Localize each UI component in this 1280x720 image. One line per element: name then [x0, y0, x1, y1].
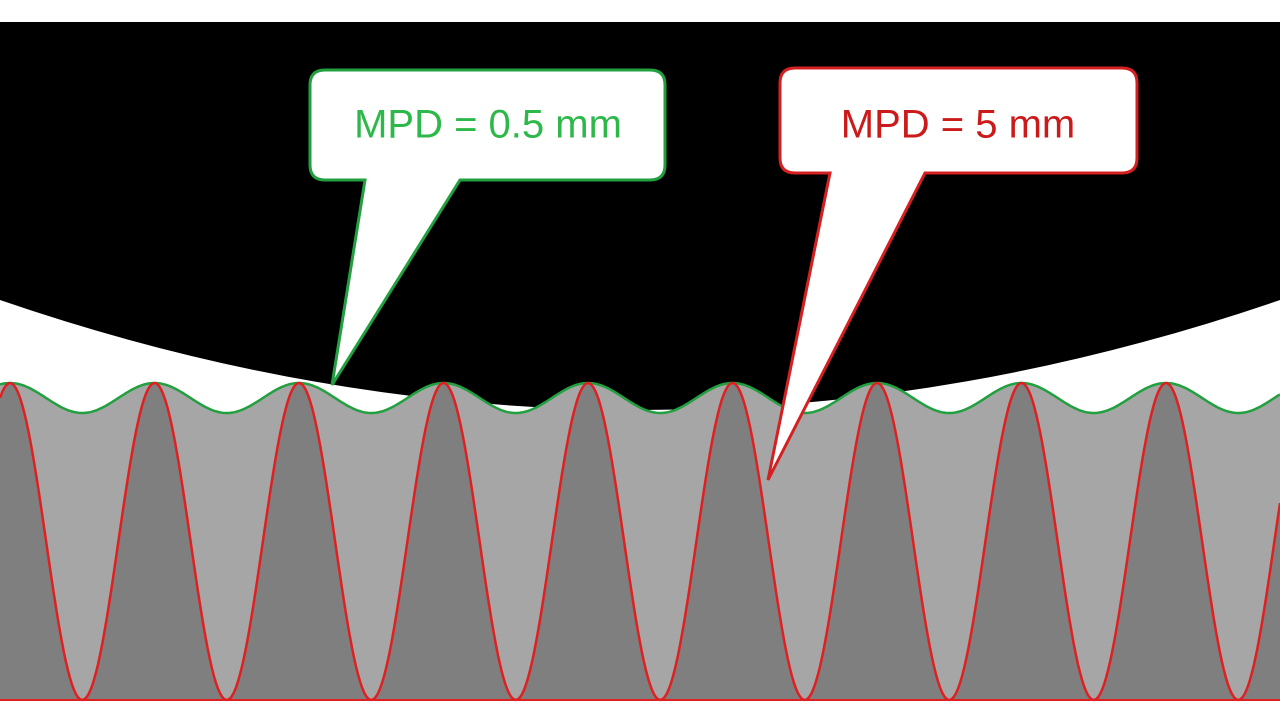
profile-fine	[0, 381, 1280, 415]
callout-coarse	[766, 66, 1139, 481]
callout-label: MPD = 5 mm	[841, 103, 1075, 147]
callout-fine	[308, 68, 667, 386]
callout-label: MPD = 0.5 mm	[354, 103, 622, 147]
texture-coarse	[0, 383, 1280, 700]
profile-coarse	[0, 381, 1280, 702]
